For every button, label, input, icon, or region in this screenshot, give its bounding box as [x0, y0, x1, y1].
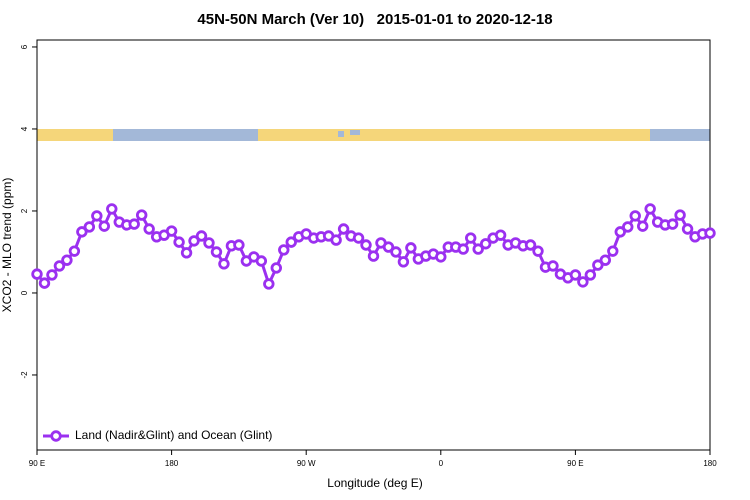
data-point [98, 220, 111, 232]
data-point [607, 245, 619, 257]
data-point [46, 269, 58, 281]
y-axis-label: XCO2 - MLO trend (ppm) [0, 178, 14, 313]
data-point [569, 269, 582, 281]
data-point [285, 236, 297, 248]
data-point [106, 203, 118, 215]
x-tick-label: 90 E [29, 459, 45, 468]
x-tick-label: 180 [703, 459, 717, 468]
x-axis-label: Longitude (deg E) [327, 476, 422, 490]
data-point [352, 232, 365, 244]
legend-label: Land (Nadir&Glint) and Ocean (Glint) [75, 428, 272, 442]
legend-item: Land (Nadir&Glint) and Ocean (Glint) [43, 428, 272, 442]
data-point [704, 227, 716, 239]
data-point [188, 235, 200, 247]
data-point [330, 234, 342, 246]
data-point [278, 244, 290, 256]
data-point [360, 239, 372, 251]
data-point [637, 220, 649, 232]
data-point [397, 256, 410, 268]
data-point [629, 210, 641, 222]
ocean [650, 129, 710, 141]
ocean [350, 130, 360, 135]
data-point [457, 243, 469, 255]
y-tick-label: 0 [20, 290, 29, 295]
data-point [91, 210, 103, 222]
data-point [173, 236, 185, 248]
data-point [31, 268, 43, 280]
data-point [547, 260, 559, 272]
data-point [128, 218, 140, 230]
legend-marker [50, 430, 62, 442]
data-point [644, 203, 656, 215]
x-tick-label: 180 [165, 459, 179, 468]
data-point [622, 221, 634, 233]
data-point [390, 246, 402, 258]
ocean [113, 129, 258, 141]
ocean [338, 131, 344, 137]
data-point [263, 278, 275, 290]
data-point [180, 247, 193, 259]
data-point [195, 230, 208, 242]
y-tick-label: -2 [20, 371, 29, 379]
data-point [38, 277, 51, 289]
data-point [135, 209, 148, 221]
data-point [577, 276, 589, 288]
data-point [143, 223, 155, 235]
data-point [218, 258, 230, 270]
data-point [68, 245, 81, 257]
data-point [532, 245, 544, 257]
chart-title: 45N-50N March (Ver 10) 2015-01-01 to 202… [197, 11, 552, 28]
data-point [255, 255, 268, 267]
data-point [674, 209, 686, 221]
x-tick-label: 90 E [567, 459, 583, 468]
data-point [76, 226, 88, 238]
land [37, 129, 113, 141]
data-point [479, 238, 492, 250]
data-point [681, 223, 694, 235]
data-point [405, 242, 417, 254]
data-point [270, 262, 282, 274]
data-point [584, 269, 597, 281]
data-point [233, 239, 245, 251]
data-point [494, 229, 507, 241]
data-point [165, 225, 178, 237]
map-strip [37, 129, 710, 141]
data-point [382, 241, 395, 253]
x-tick-label: 90 W [297, 459, 316, 468]
data-point [203, 237, 215, 249]
data-point [53, 260, 66, 272]
data-point [337, 223, 350, 235]
data-point [614, 226, 626, 238]
y-tick-label: 2 [20, 208, 29, 213]
data-point [599, 254, 612, 266]
land [258, 129, 650, 141]
data-point [465, 232, 477, 244]
data-point [367, 250, 380, 262]
x-tick-label: 0 [439, 459, 444, 468]
data-point [83, 221, 96, 233]
data-point [435, 251, 447, 263]
y-tick-label: 4 [20, 126, 29, 131]
plot-frame [36, 39, 711, 451]
data-point [524, 239, 537, 251]
data-point [592, 259, 604, 271]
data-point [666, 218, 679, 230]
data-point [472, 243, 484, 255]
data-point [210, 246, 223, 258]
data-point [61, 254, 73, 266]
y-tick-label: 6 [20, 44, 29, 49]
